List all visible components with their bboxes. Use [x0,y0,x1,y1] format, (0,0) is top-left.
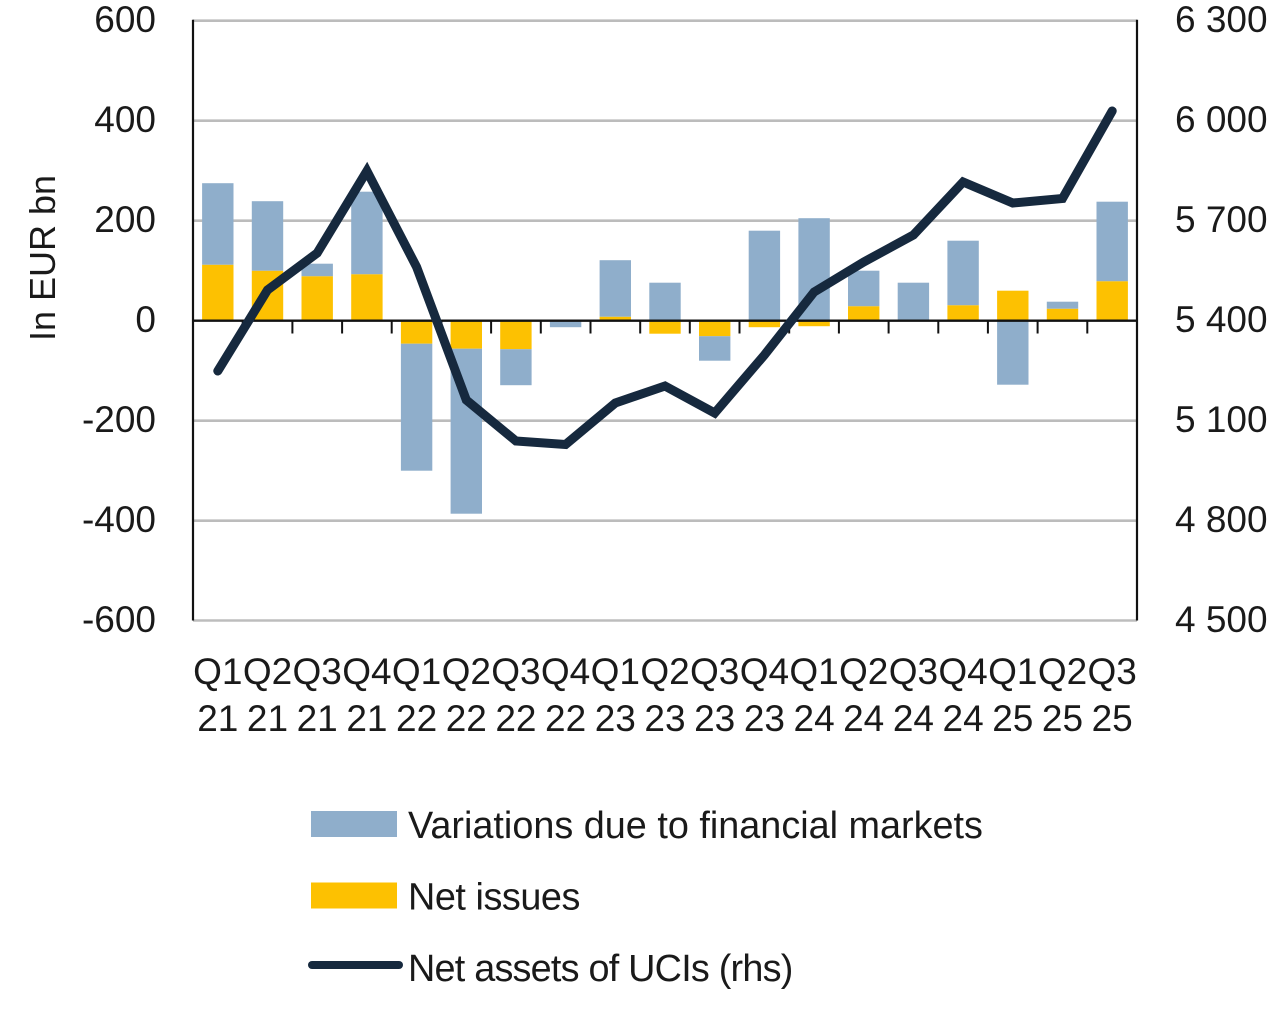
svg-text:Net assets of UCIs (rhs): Net assets of UCIs (rhs) [408,948,793,990]
svg-text:Q3: Q3 [491,651,540,692]
svg-text:23: 23 [744,698,785,739]
svg-text:Q2: Q2 [839,651,888,692]
svg-text:0: 0 [135,299,156,340]
svg-text:Q2: Q2 [442,651,491,692]
svg-text:21: 21 [247,698,288,739]
svg-text:4 500: 4 500 [1175,599,1268,640]
svg-text:Q4: Q4 [938,651,987,692]
svg-text:Q4: Q4 [342,651,391,692]
svg-text:Net issues: Net issues [408,877,580,919]
svg-text:Q1: Q1 [789,651,838,692]
svg-text:22: 22 [446,698,487,739]
svg-text:21: 21 [197,698,238,739]
svg-text:25: 25 [1042,698,1083,739]
svg-text:Q1: Q1 [591,651,640,692]
svg-text:25: 25 [992,698,1033,739]
svg-text:200: 200 [94,199,156,240]
svg-text:5 100: 5 100 [1175,399,1268,440]
svg-text:600: 600 [94,0,156,40]
svg-text:Q1: Q1 [392,651,441,692]
svg-text:22: 22 [545,698,586,739]
svg-text:Q2: Q2 [243,651,292,692]
svg-text:5 700: 5 700 [1175,199,1268,240]
svg-text:24: 24 [794,698,835,739]
svg-text:22: 22 [396,698,437,739]
svg-text:23: 23 [644,698,685,739]
svg-text:24: 24 [843,698,884,739]
svg-text:-400: -400 [82,499,156,540]
svg-text:6 000: 6 000 [1175,99,1268,140]
svg-text:21: 21 [346,698,387,739]
svg-text:In EUR bn: In EUR bn [22,175,63,341]
svg-text:Q4: Q4 [541,651,590,692]
svg-text:Q3: Q3 [889,651,938,692]
svg-text:Q3: Q3 [690,651,739,692]
svg-text:Q1: Q1 [988,651,1037,692]
svg-text:-200: -200 [82,399,156,440]
svg-text:Q3: Q3 [1088,651,1137,692]
svg-text:23: 23 [595,698,636,739]
svg-text:24: 24 [893,698,934,739]
svg-text:Q2: Q2 [1038,651,1087,692]
svg-text:25: 25 [1092,698,1133,739]
svg-text:5 400: 5 400 [1175,299,1268,340]
svg-text:Q1: Q1 [193,651,242,692]
svg-text:Q2: Q2 [640,651,689,692]
svg-text:6 300: 6 300 [1175,0,1268,40]
svg-text:Q3: Q3 [293,651,342,692]
svg-text:22: 22 [495,698,536,739]
svg-text:Q4: Q4 [740,651,789,692]
svg-text:21: 21 [297,698,338,739]
svg-text:Variations due to financial ma: Variations due to financial markets [408,805,983,847]
svg-text:24: 24 [943,698,984,739]
svg-text:4 800: 4 800 [1175,499,1268,540]
svg-text:400: 400 [94,99,156,140]
svg-text:-600: -600 [82,599,156,640]
svg-text:23: 23 [694,698,735,739]
